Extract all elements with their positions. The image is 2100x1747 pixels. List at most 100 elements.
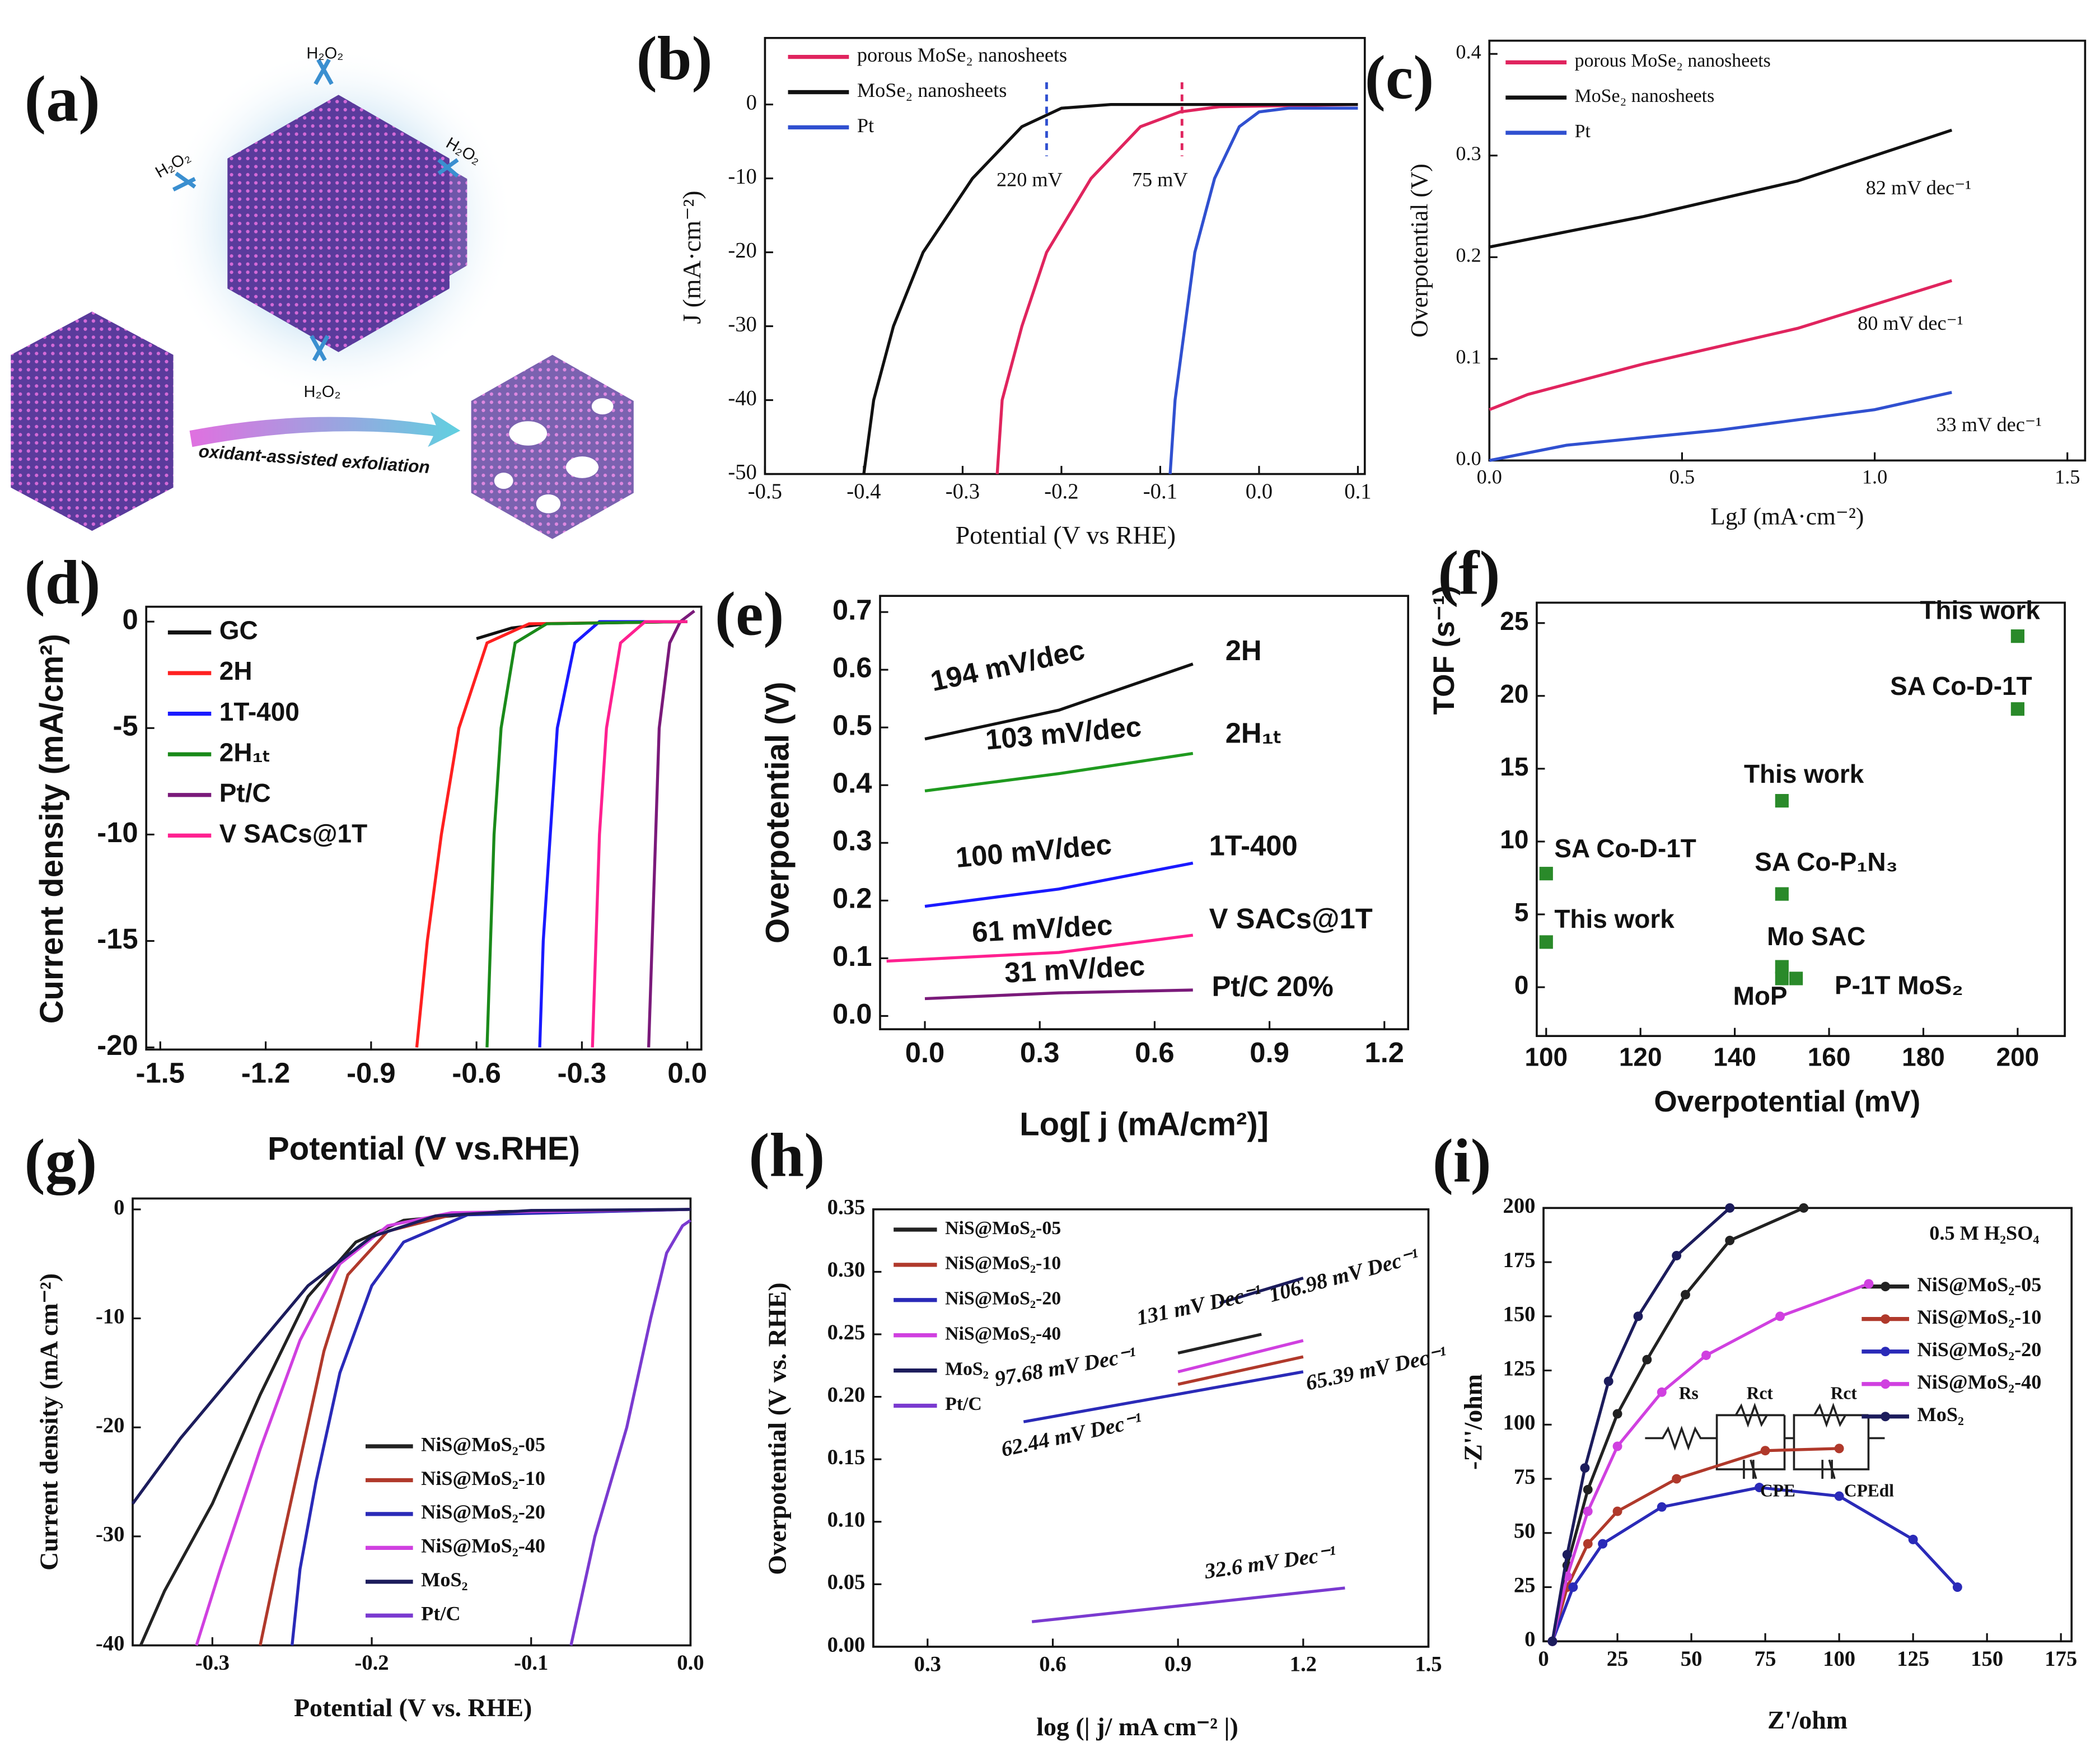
x-axis-label: log (| j/ mA cm⁻² |) [1036, 1712, 1238, 1741]
legend-label: MoS₂ [1917, 1403, 1964, 1426]
legend-marker [1881, 1379, 1891, 1389]
legend-label: Pt [1575, 121, 1591, 142]
point [1725, 1235, 1735, 1245]
y-tick-label: 20 [1500, 679, 1528, 708]
x-tick-label: 0.6 [1039, 1653, 1066, 1676]
x-tick-label: 125 [1897, 1647, 1929, 1671]
legend-label: NiS@MoS₂-20 [421, 1501, 545, 1523]
series-line [259, 1208, 691, 1646]
x-tick-label: 100 [1524, 1043, 1568, 1072]
circuit-label: CPE [1760, 1480, 1795, 1500]
point [1642, 1354, 1652, 1365]
series-line [1551, 1206, 1804, 1642]
point-label: Mo SAC [1767, 922, 1865, 951]
y-tick-label: 0.4 [1456, 41, 1481, 63]
series-label: Pt/C 20% [1212, 970, 1334, 1002]
series-line [1177, 1355, 1304, 1386]
y-tick-label: 0.05 [827, 1571, 866, 1594]
point [2010, 629, 2024, 643]
y-tick-label: 15 [1500, 752, 1528, 781]
series-line [924, 751, 1194, 793]
point [1583, 1539, 1593, 1549]
y-tick-label: 0.4 [832, 767, 872, 799]
point [1864, 1279, 1874, 1289]
point [1657, 1502, 1667, 1512]
legend-label: Pt/C [219, 778, 271, 807]
point [1583, 1484, 1593, 1494]
plot-frame [764, 37, 1366, 475]
series-line [1031, 1586, 1345, 1623]
panel-label: (d) [25, 549, 101, 618]
x-tick-label: 180 [1902, 1043, 1945, 1072]
legend-label: NiS@MoS₂-05 [421, 1433, 545, 1455]
x-tick-label: -0.2 [1044, 480, 1078, 503]
y-tick-label: 0 [746, 91, 757, 114]
y-tick-label: -20 [728, 239, 757, 262]
y-tick-label: 0 [1514, 970, 1529, 999]
y-tick-label: 0.2 [832, 882, 872, 914]
annotation: 75 mV [1132, 169, 1188, 191]
series-line [1551, 1447, 1840, 1642]
slope-label: 194 mV/dec [928, 633, 1087, 697]
panel-label: (e) [715, 580, 784, 648]
point-label: This work [1920, 595, 2040, 624]
y-tick-label: -10 [96, 1305, 125, 1328]
x-tick-label: -1.2 [241, 1057, 290, 1089]
x-axis-label: Potential (V vs.RHE) [268, 1131, 580, 1167]
point [1834, 1491, 1844, 1501]
point [1725, 1203, 1735, 1213]
y-tick-label: 0.1 [1456, 345, 1481, 368]
series-line [647, 610, 695, 1048]
point [1789, 971, 1803, 985]
y-tick-label: 10 [1500, 825, 1528, 854]
panel-label: (h) [749, 1122, 825, 1190]
legend-label: NiS@MoS₂-10 [421, 1467, 545, 1489]
y-tick-label: 175 [1503, 1249, 1535, 1272]
y-tick-label: -30 [96, 1523, 125, 1547]
y-tick-label: 0.5 [832, 709, 872, 741]
y-axis-label: Current density (mA cm⁻²) [34, 1273, 63, 1571]
point [1672, 1251, 1682, 1260]
point-label: SA Co-D-1T [1890, 671, 2032, 700]
y-tick-label: -20 [96, 1414, 125, 1437]
x-tick-label: -1.5 [136, 1057, 185, 1089]
x-axis-label: Z'/ohm [1767, 1706, 1848, 1734]
x-tick-label: 0.5 [1669, 465, 1695, 488]
plot-frame [1536, 601, 2066, 1038]
x-tick-label: 0.0 [677, 1651, 704, 1675]
x-tick-label: -0.3 [558, 1057, 606, 1089]
slope-label: 103 mV/dec [984, 711, 1143, 756]
circuit-label: Rct [1831, 1383, 1858, 1403]
x-tick-label: -0.1 [514, 1651, 548, 1675]
series-line [1551, 1486, 1959, 1642]
slope-label: 82 mV dec⁻¹ [1866, 176, 1971, 199]
y-axis-label: Overpotential (V) [1406, 164, 1433, 338]
x-tick-label: 160 [1808, 1043, 1851, 1072]
series-line [924, 861, 1194, 908]
series-line [1023, 1370, 1304, 1423]
x-tick-label: 0.0 [1477, 465, 1502, 488]
legend-label: 2H [219, 656, 252, 685]
panel: (g) -0.3 -0.2 -0.1 0.0 0 -10 -20 -30 -40 Potential… [25, 1127, 704, 1722]
x-tick-label: 0.3 [1020, 1036, 1060, 1068]
y-tick-label: -5 [113, 710, 138, 742]
arrow [189, 412, 461, 447]
legend-label: 2H₁ₜ [219, 737, 270, 767]
y-tick-label: -10 [728, 165, 757, 188]
y-tick-label: -50 [728, 460, 757, 484]
point-label: SA Co-P₁N₃ [1755, 847, 1897, 876]
point [1568, 1582, 1578, 1592]
annotation: 0.5 M H₂SO₄ [1929, 1222, 2039, 1244]
y-tick-label: -40 [728, 386, 757, 410]
x-tick-label: 150 [1971, 1647, 2003, 1671]
illustration: (a) H₂O₂ H₂O₂ H₂O₂ H₂O₂ oxidant-assisted… [11, 45, 634, 539]
y-tick-label: -15 [97, 923, 138, 955]
x-tick-label: -0.1 [1143, 480, 1177, 503]
legend-marker [1881, 1347, 1891, 1357]
slope-label: 65.39 mV Dec⁻¹ [1304, 1342, 1449, 1395]
legend-label: Pt [857, 114, 874, 137]
plot-frame [872, 1208, 1430, 1648]
slope-label: 106.98 mV Dec⁻¹ [1266, 1244, 1421, 1307]
y-tick-label: 5 [1514, 898, 1529, 927]
